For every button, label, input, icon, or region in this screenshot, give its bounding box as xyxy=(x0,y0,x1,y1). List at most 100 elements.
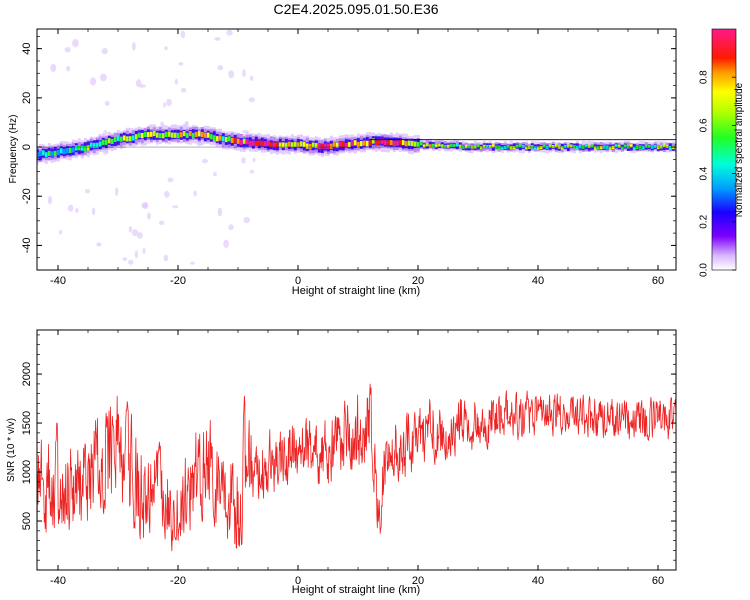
heatmap-cell xyxy=(362,140,366,146)
heatmap-cell xyxy=(596,146,600,150)
heatmap-cell xyxy=(500,146,504,150)
heatmap-cell xyxy=(518,144,522,148)
heatmap-cell xyxy=(533,146,537,150)
heatmap-cell xyxy=(593,146,597,150)
heatmap-cell xyxy=(332,142,336,148)
heatmap-speckle xyxy=(190,261,195,265)
heatmap-cell xyxy=(611,145,615,149)
heatmap-cell xyxy=(77,145,81,151)
heatmap-cell xyxy=(539,146,543,150)
heatmap-cell xyxy=(560,143,564,149)
spectrogram-panel: -40 -20 0 20 40 60 -40 -20 0 20 40 Height of strai… xyxy=(8,28,677,297)
heatmap-cell xyxy=(446,144,450,148)
heatmap-cell xyxy=(314,142,318,149)
heatmap-cell xyxy=(92,142,96,149)
y-tick-label: 20 xyxy=(21,92,33,104)
heatmap-cell xyxy=(269,142,273,148)
heatmap-speckle xyxy=(131,229,139,237)
heatmap-cell xyxy=(278,142,282,148)
x-tick-label: 20 xyxy=(412,575,424,587)
heatmap-cell xyxy=(668,146,672,150)
heatmap-cell xyxy=(491,145,495,151)
heatmap-cell xyxy=(476,144,480,148)
y-tick-label: -20 xyxy=(21,188,33,204)
heatmap-cell xyxy=(215,136,219,142)
heatmap-cell xyxy=(251,140,255,146)
heatmap-cell xyxy=(578,145,582,149)
heatmap-speckle xyxy=(128,259,134,265)
y-tick-label: 40 xyxy=(21,43,33,55)
heatmap-cell xyxy=(293,141,297,147)
heatmap-cell xyxy=(149,131,153,137)
heatmap-cell xyxy=(236,138,240,144)
heatmap-cell xyxy=(86,145,90,151)
heatmap-cell xyxy=(566,145,570,151)
heatmap-cell xyxy=(152,130,156,137)
heatmap-cell xyxy=(467,144,471,149)
heatmap-cell xyxy=(422,144,426,148)
heatmap-cell xyxy=(101,139,105,145)
heatmap-cell xyxy=(365,140,369,146)
heatmap-cell xyxy=(587,144,591,148)
heatmap-cell xyxy=(371,138,375,144)
heatmap-speckle xyxy=(180,87,187,93)
heatmap-speckle xyxy=(249,75,254,81)
heatmap-cell xyxy=(308,143,312,150)
heatmap-cell xyxy=(665,144,669,148)
heatmap-speckle xyxy=(128,226,133,233)
heatmap-cell xyxy=(542,144,546,148)
y-tick-label: -40 xyxy=(21,237,33,253)
colorbar-tick-label: 0.4 xyxy=(699,166,710,180)
heatmap-cell xyxy=(548,144,552,148)
heatmap-speckle xyxy=(223,239,229,249)
heatmap-cell xyxy=(209,134,213,140)
heatmap-cell xyxy=(233,137,237,143)
colorbar-tick-label: 0.6 xyxy=(699,118,710,132)
spectrogram-xlabel: Height of straight line (km) xyxy=(292,285,420,297)
y-tick-label: 500 xyxy=(21,512,33,530)
heatmap-speckle xyxy=(141,202,148,209)
y-tick-label: 1500 xyxy=(21,411,33,435)
heatmap-cell xyxy=(254,140,258,147)
heatmap-cell xyxy=(416,141,420,148)
y-tick-label: 1000 xyxy=(21,460,33,484)
heatmap-cell xyxy=(392,140,396,146)
colorbar-tick-label: 0.0 xyxy=(699,263,710,277)
heatmap-cell xyxy=(89,142,93,148)
heatmap-cell xyxy=(668,143,672,149)
heatmap-cell xyxy=(122,135,126,141)
colorbar-label: Normalized spectral amplitude xyxy=(734,82,745,217)
heatmap-cell xyxy=(356,141,360,148)
heatmap-speckle xyxy=(72,38,79,48)
x-tick-label: -20 xyxy=(170,275,186,287)
heatmap-cell xyxy=(353,140,357,146)
heatmap-cell xyxy=(506,145,510,149)
heatmap-cell xyxy=(590,144,594,148)
heatmap-cell xyxy=(182,130,186,137)
heatmap-cell xyxy=(200,131,204,138)
heatmap-cell xyxy=(167,131,171,137)
y-tick-label: 2000 xyxy=(21,362,33,386)
colorbar-ticks: 0.0 0.2 0.4 0.6 0.8 xyxy=(699,70,736,277)
heatmap-cell xyxy=(647,144,651,148)
heatmap-cell xyxy=(629,144,633,148)
heatmap-cell xyxy=(47,150,51,157)
heatmap-speckle xyxy=(164,190,170,198)
heatmap-cell xyxy=(155,132,159,138)
heatmap-cell xyxy=(452,144,456,148)
heatmap-speckle xyxy=(163,254,169,262)
heatmap-cell xyxy=(188,130,192,137)
heatmap-cell xyxy=(584,144,588,148)
heatmap-cell xyxy=(239,139,243,145)
heatmap-cell xyxy=(170,132,174,138)
x-tick-label: 40 xyxy=(532,275,544,287)
snr-xlabel: Height of straight line (km) xyxy=(292,584,420,596)
heatmap-speckle xyxy=(180,30,186,39)
heatmap-cell xyxy=(95,142,99,148)
heatmap-speckle xyxy=(91,207,96,216)
heatmap-cell xyxy=(38,150,42,157)
heatmap-cell xyxy=(512,143,516,149)
heatmap-speckle xyxy=(252,157,256,163)
heatmap-cell xyxy=(608,146,612,150)
spectrogram-frame xyxy=(36,28,677,271)
